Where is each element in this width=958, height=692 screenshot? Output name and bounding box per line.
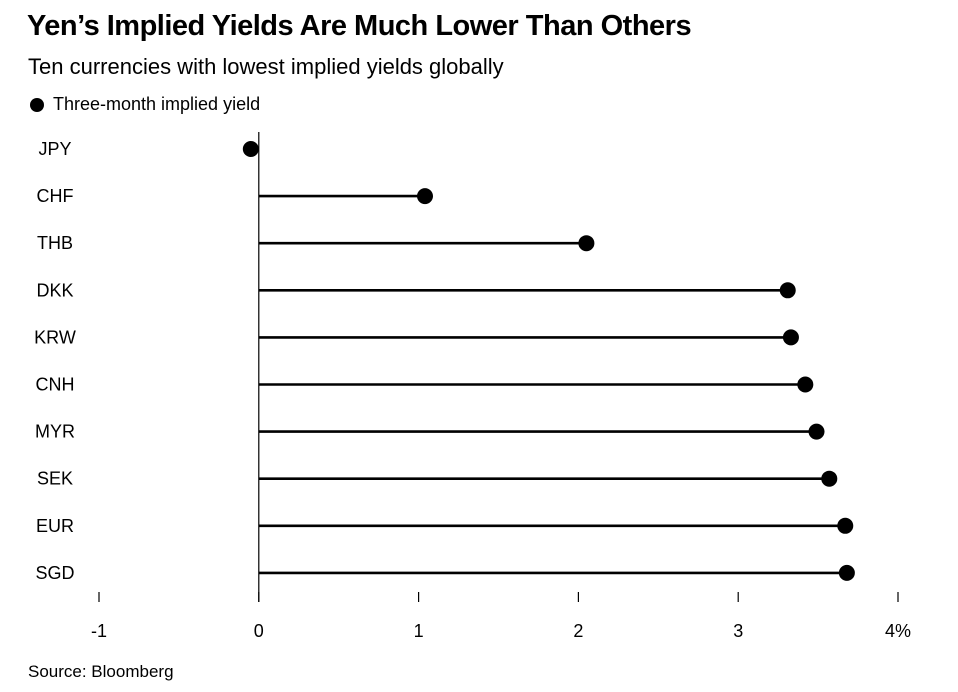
- category-label: EUR: [36, 516, 74, 536]
- data-point: [821, 470, 838, 487]
- x-tick-label: -1: [91, 621, 107, 641]
- legend-label: Three-month implied yield: [53, 94, 261, 114]
- data-point: [782, 329, 799, 346]
- category-label: THB: [37, 233, 73, 253]
- category-label: MYR: [35, 422, 75, 442]
- data-point: [416, 188, 433, 205]
- category-label: SEK: [37, 469, 73, 489]
- chart-subtitle: Ten currencies with lowest implied yield…: [28, 54, 504, 79]
- category-label: CNH: [36, 375, 75, 395]
- data-point: [578, 235, 595, 252]
- data-point: [838, 564, 855, 581]
- legend-marker: [30, 97, 44, 112]
- data-point: [797, 376, 814, 393]
- data-point: [808, 423, 825, 440]
- x-tick-label: 2: [573, 621, 583, 641]
- category-label: DKK: [36, 280, 73, 300]
- category-label: JPY: [38, 139, 71, 159]
- x-tick-label: 1: [414, 621, 424, 641]
- chart-title: Yen’s Implied Yields Are Much Lower Than…: [27, 10, 692, 42]
- category-label: CHF: [37, 186, 74, 206]
- data-point: [837, 517, 854, 534]
- chart-legend: Three-month implied yield: [30, 94, 260, 115]
- data-point: [242, 141, 259, 157]
- category-label: KRW: [34, 327, 76, 347]
- x-tick-label: 0: [254, 621, 264, 641]
- x-tick-label: 3: [733, 621, 743, 641]
- data-point: [779, 282, 796, 299]
- x-tick-label: 4%: [885, 621, 911, 641]
- source-note: Source: Bloomberg: [28, 662, 174, 681]
- category-label: SGD: [35, 563, 74, 583]
